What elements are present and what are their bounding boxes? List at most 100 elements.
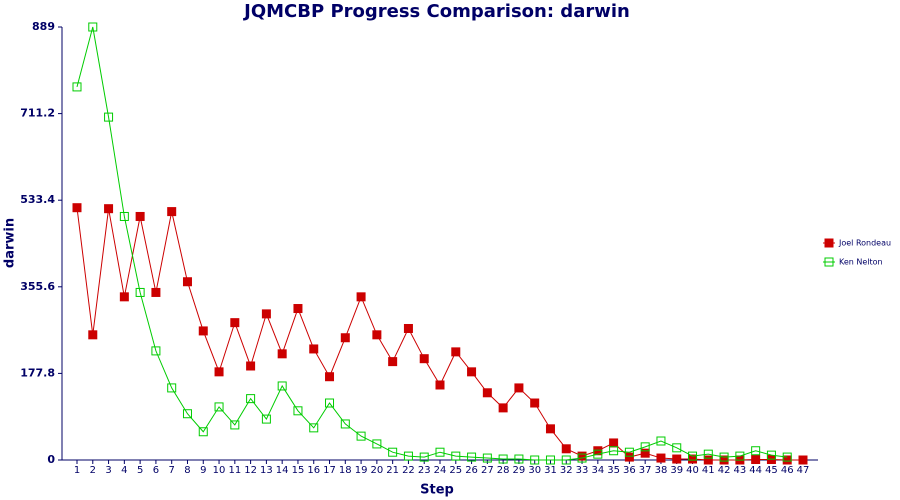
x-tick-label: 47 [797,465,810,476]
data-point [277,349,287,359]
x-axis-label: Step [420,483,454,498]
y-axis-label: darwin [3,218,18,268]
x-tick-label: 20 [371,465,384,476]
data-point [577,451,587,461]
data-point [135,287,145,297]
data-point [246,394,256,404]
x-tick-label: 16 [307,465,320,476]
x-tick-label: 11 [228,465,241,476]
x-tick-label: 22 [402,465,415,476]
x-tick-label: 28 [497,465,510,476]
y-tick-label: 0 [47,453,55,466]
x-tick-label: 39 [670,465,683,476]
data-point [561,455,571,465]
x-tick-label: 7 [169,465,175,476]
data-point [230,420,240,430]
data-point [372,330,382,340]
x-tick-label: 14 [276,465,289,476]
data-point [388,447,398,457]
x-tick-label: 27 [481,465,494,476]
x-tick-label: 3 [105,465,111,476]
x-tick-label: 41 [702,465,715,476]
data-point [340,333,350,343]
x-tick-label: 34 [591,465,604,476]
data-point [151,287,161,297]
y-tick-label: 355.6 [20,280,55,293]
data-point [782,452,792,462]
y-tick-label: 533.4 [20,193,55,206]
x-tick-label: 4 [121,465,127,476]
data-point [435,447,445,457]
x-tick-label: 29 [513,465,526,476]
data-point [451,451,461,461]
data-point [530,455,540,465]
data-point [198,427,208,437]
data-point [451,347,461,357]
data-point [419,452,429,462]
data-point [419,354,429,364]
x-tick-label: 43 [734,465,747,476]
data-point [119,211,129,221]
data-point [246,361,256,371]
data-point [624,452,634,462]
data-point [167,207,177,217]
x-tick-label: 32 [560,465,573,476]
data-point [214,402,224,412]
data-point [482,388,492,398]
data-point [356,292,366,302]
legend-label: Joel Rondeau [838,239,891,248]
x-tick-label: 13 [260,465,273,476]
data-point [340,419,350,429]
data-point [372,439,382,449]
x-tick-label: 26 [465,465,478,476]
data-point [435,380,445,390]
data-point [672,443,682,453]
x-tick-label: 42 [718,465,731,476]
data-point [167,383,177,393]
data-point [498,454,508,464]
data-point [672,454,682,464]
data-point [703,455,713,465]
data-point [403,451,413,461]
legend-marker [824,238,834,248]
data-point [688,451,698,461]
data-point [88,330,98,340]
x-tick-label: 5 [137,465,143,476]
data-point [766,450,776,460]
data-point [545,424,555,434]
data-point [751,455,761,465]
data-point [593,449,603,459]
data-point [656,453,666,463]
x-tick-label: 30 [528,465,541,476]
data-point [214,367,224,377]
data-point [561,444,571,454]
data-point [309,423,319,433]
x-tick-label: 8 [184,465,190,476]
x-tick-label: 35 [607,465,620,476]
data-point [530,398,540,408]
x-tick-label: 17 [323,465,336,476]
x-tick-label: 6 [153,465,159,476]
y-tick-label: 889 [32,20,55,33]
data-point [104,204,114,214]
data-point [482,453,492,463]
x-tick-label: 18 [339,465,352,476]
x-tick-label: 25 [449,465,462,476]
data-point [577,453,587,463]
data-point [325,372,335,382]
x-tick-label: 40 [686,465,699,476]
data-point [640,448,650,458]
x-tick-label: 9 [200,465,206,476]
data-point [545,455,555,465]
x-tick-label: 36 [623,465,636,476]
data-point [467,452,477,462]
data-point [261,414,271,424]
x-tick-label: 21 [386,465,399,476]
data-point [514,383,524,393]
data-point [388,357,398,367]
data-point [498,403,508,413]
data-point [751,446,761,456]
y-tick-label: 177.8 [20,366,55,379]
data-point [467,367,477,377]
